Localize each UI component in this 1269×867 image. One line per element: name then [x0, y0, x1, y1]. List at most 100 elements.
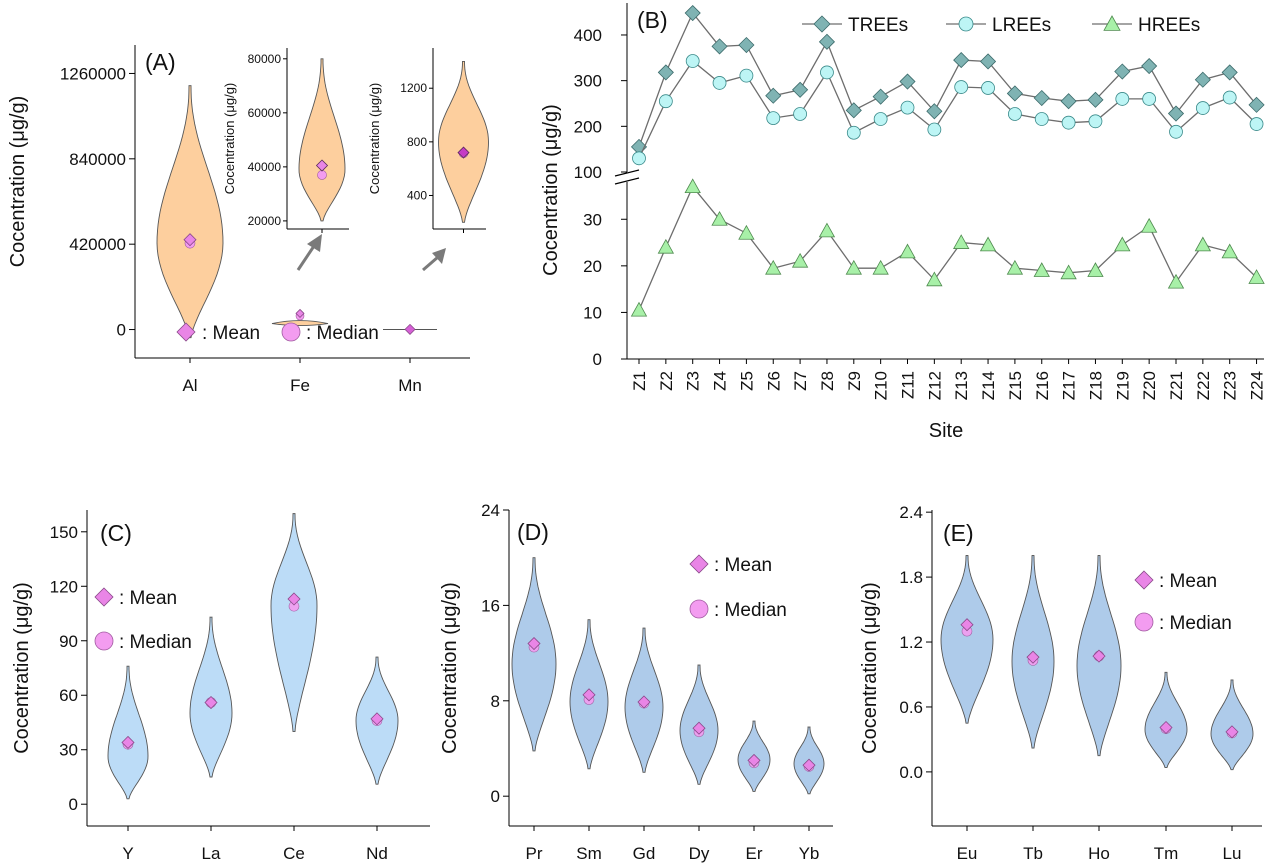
y-tick-label: 420000: [69, 235, 126, 254]
point-lrees: [900, 100, 915, 115]
inset-y-tick-label: 20000: [248, 214, 282, 228]
legend-median-marker: [689, 599, 709, 619]
point-hrees: [1033, 262, 1050, 277]
mean-marker: [527, 636, 541, 651]
y-axis-label: Cocentration (μg/g): [540, 104, 562, 276]
x-tick-label: Z21: [1167, 371, 1186, 400]
x-tick-label: Z17: [1060, 371, 1079, 400]
inset-violin: [438, 60, 489, 223]
x-tick-label: Yb: [799, 844, 820, 863]
mean-marker: [457, 146, 470, 159]
inset-y-tick-label: 60000: [248, 106, 282, 120]
mean-marker: [315, 159, 329, 172]
legend-mean-marker: [689, 554, 709, 574]
mean-marker: [637, 695, 651, 709]
point-hrees: [1194, 236, 1212, 252]
point-trees: [765, 87, 782, 104]
x-tick-label: Tm: [1154, 844, 1179, 863]
point-hrees: [657, 238, 675, 254]
point-hrees: [684, 178, 701, 194]
point-lrees: [873, 112, 888, 126]
point-lrees: [981, 81, 995, 95]
y-tick-label: 2.4: [899, 503, 923, 522]
inset-y-axis-label: Cocentration (μg/g): [367, 83, 382, 195]
mean-marker: [1026, 650, 1040, 664]
point-hrees: [1114, 236, 1131, 252]
mean-marker: [183, 233, 197, 247]
mean-marker: [1225, 725, 1239, 739]
point-trees: [1087, 91, 1104, 108]
x-tick-label: Z13: [952, 371, 971, 400]
point-lrees: [1088, 114, 1103, 129]
legend-mean-marker: [176, 322, 196, 342]
x-tick-label: Z4: [711, 371, 730, 391]
x-tick-label: Z9: [845, 371, 864, 391]
legend-label-lrees: LREEs: [992, 15, 1051, 36]
point-trees: [684, 4, 701, 22]
legend-marker-trees: [813, 15, 831, 33]
point-lrees: [712, 76, 727, 90]
y-tick-label: 8: [491, 692, 500, 711]
point-lrees: [954, 80, 969, 94]
y-axis-label: Cocentration (μg/g): [7, 96, 29, 268]
point-trees: [979, 53, 997, 70]
inset-y-tick-label: 1200: [400, 81, 427, 95]
y-tick-label: 200: [574, 117, 602, 136]
x-tick-label: Z3: [684, 371, 703, 391]
mean-marker: [204, 695, 218, 710]
axis-break-mark: [614, 177, 640, 185]
mean-marker: [747, 753, 761, 767]
x-tick-label: Nd: [366, 844, 388, 863]
point-lrees: [1222, 90, 1237, 105]
y-tick-label: 400: [574, 26, 602, 45]
y-axis-label: Cocentration (μg/g): [439, 582, 461, 754]
y-tick-label: 20: [583, 257, 602, 276]
point-lrees: [1249, 117, 1264, 131]
x-tick-label: Z24: [1248, 371, 1267, 400]
y-tick-label: 0.6: [899, 698, 923, 717]
x-tick-label: Sm: [576, 844, 602, 863]
legend-mean-label: : Mean: [202, 323, 260, 344]
x-tick-label: Z1: [630, 371, 649, 391]
inset-y-tick-label: 80000: [248, 52, 282, 66]
point-lrees: [739, 68, 754, 83]
violin-lu: [1210, 679, 1254, 771]
violin-y: [107, 665, 149, 800]
arrow-head-mn: [432, 248, 446, 264]
arrow-line-fe: [296, 245, 316, 271]
legend-label-trees: TREEs: [848, 15, 908, 36]
legend-label-hrees: HREEs: [1138, 15, 1200, 36]
x-tick-label: Z2: [657, 371, 676, 391]
y-tick-label: 120: [50, 577, 78, 596]
inset-violin: [298, 58, 346, 222]
point-trees: [657, 64, 674, 81]
point-hrees: [765, 259, 782, 275]
y-tick-label: 10: [583, 303, 602, 322]
panel-label: (E): [943, 520, 974, 546]
point-trees: [1033, 89, 1050, 107]
point-hrees: [899, 243, 916, 259]
violin-ce: [270, 513, 318, 733]
inset-y-tick-label: 40000: [248, 160, 282, 174]
point-hrees: [1248, 269, 1265, 284]
point-trees: [926, 103, 943, 120]
point-hrees: [738, 224, 755, 240]
x-tick-label: Ho: [1088, 844, 1110, 863]
x-tick-label: Z6: [764, 371, 783, 391]
point-trees: [711, 38, 728, 55]
y-axis-label: Cocentration (μg/g): [11, 582, 33, 754]
point-trees: [1167, 105, 1185, 122]
y-tick-label: 0: [69, 795, 78, 814]
y-tick-label: 1.8: [899, 568, 923, 587]
point-lrees: [793, 107, 807, 121]
point-lrees: [685, 54, 700, 68]
x-tick-label: Z5: [737, 371, 756, 391]
point-hrees: [1087, 262, 1104, 277]
point-hrees: [630, 301, 648, 317]
y-tick-label: 16: [481, 596, 500, 615]
point-lrees: [927, 122, 942, 137]
point-trees: [1221, 64, 1238, 81]
legend-median-label: : Median: [714, 600, 787, 621]
y-tick-label: 150: [50, 523, 78, 542]
inset-y-tick-label: 800: [407, 135, 427, 149]
